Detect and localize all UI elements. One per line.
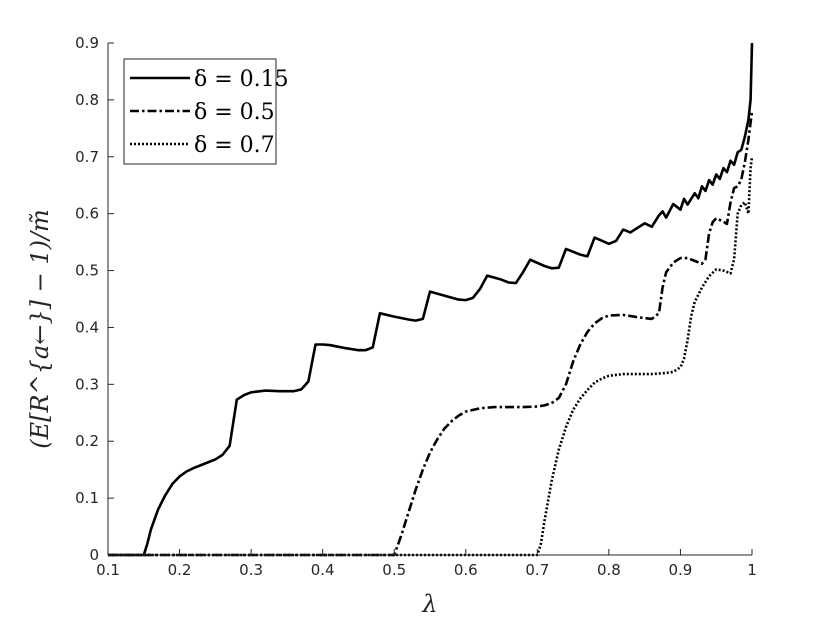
x-tick-label: 0.4: [311, 561, 335, 579]
x-tick-label: 0.6: [454, 561, 478, 579]
x-tick-label: 0.2: [168, 561, 192, 579]
y-tick-label: 0: [89, 546, 99, 564]
y-axis-label: (E[R^{a←}] − 1)/m̃: [26, 209, 54, 449]
series-layer: [108, 42, 754, 557]
y-tick-label: 0.6: [75, 205, 99, 223]
x-tick-label: 0.7: [525, 561, 549, 579]
y-tick-label: 0.7: [75, 148, 99, 166]
legend-label-3: δ = 0.7: [194, 133, 275, 158]
x-tick-label: 1: [747, 561, 757, 579]
series-line-1: [108, 42, 754, 557]
x-tick-label: 0.8: [597, 561, 621, 579]
x-axis-label: λ: [421, 590, 437, 618]
y-tick-label: 0.5: [75, 262, 99, 280]
series-line-3: [108, 156, 754, 557]
y-tick-label: 0.2: [75, 432, 99, 450]
x-tick-label: 0.3: [239, 561, 263, 579]
x-tick-label: 0.1: [96, 561, 120, 579]
legend-label-1: δ = 0.15: [194, 67, 289, 92]
y-tick-label: 0.9: [75, 34, 99, 52]
series-line-2: [108, 111, 754, 557]
y-tick-label: 0.8: [75, 91, 99, 109]
legend-label-2: δ = 0.5: [194, 100, 275, 125]
y-tick-label: 0.3: [75, 375, 99, 393]
y-tick-label: 0.1: [75, 489, 99, 507]
axes-layer: 0.1 0.2 0.3 0.4 0.5 0.6 0.7 0.8 0.9 100.10.20.30.…: [75, 34, 757, 579]
x-tick-label: 0.5: [382, 561, 406, 579]
legend: δ = 0.15 δ = 0.5 δ = 0.7: [123, 58, 289, 165]
y-tick-label: 0.4: [75, 318, 99, 336]
x-tick-label: 0.9: [669, 561, 693, 579]
